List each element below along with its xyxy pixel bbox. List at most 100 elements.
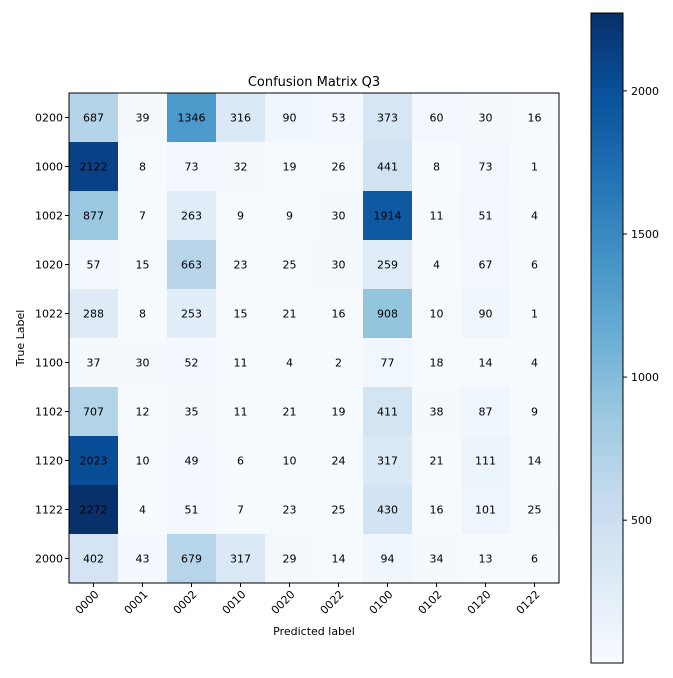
heatmap-cell	[167, 436, 216, 485]
heatmap-cell	[412, 289, 461, 338]
heatmap-cell	[265, 93, 314, 142]
cell-value-label: 679	[181, 553, 202, 566]
heatmap-cell	[363, 534, 412, 583]
cell-value-label: 51	[479, 210, 493, 223]
x-tick-label: 0010	[220, 588, 249, 617]
cell-value-label: 30	[332, 259, 346, 272]
heatmap-cell	[461, 436, 510, 485]
heatmap-cell	[216, 387, 265, 436]
heatmap-cell	[118, 289, 167, 338]
cell-value-label: 32	[234, 161, 248, 174]
cell-value-label: 687	[83, 112, 104, 125]
cell-value-label: 34	[430, 553, 444, 566]
cell-value-label: 90	[479, 308, 493, 321]
cell-value-label: 35	[185, 406, 199, 419]
cell-value-label: 30	[479, 112, 493, 125]
y-tick-label: 0200	[35, 112, 63, 125]
heatmap-cell	[216, 93, 265, 142]
cell-value-label: 21	[283, 406, 297, 419]
cell-value-label: 52	[185, 357, 199, 370]
y-axis-ticks: 0200 1000 1002 1020 1022 1100 1102 1120 1122 2000	[35, 112, 69, 566]
cell-value-label: 43	[136, 553, 150, 566]
heatmap-cell	[363, 240, 412, 289]
cell-value-label: 4	[531, 210, 538, 223]
colorbar-ticks: 500 1000 1500 2000	[623, 85, 659, 527]
heatmap-cell	[510, 485, 559, 534]
y-tick-label: 1000	[35, 161, 63, 174]
heatmap-cell	[216, 240, 265, 289]
heatmap-cell	[412, 485, 461, 534]
heatmap-cell	[216, 289, 265, 338]
cell-value-label: 73	[479, 161, 493, 174]
cell-value-label: 37	[87, 357, 101, 370]
cell-value-label: 38	[430, 406, 444, 419]
heatmap-cell	[265, 534, 314, 583]
heatmap-cell	[314, 534, 363, 583]
cell-value-label: 11	[234, 406, 248, 419]
heatmap-cell	[461, 387, 510, 436]
heatmap-cell	[461, 289, 510, 338]
colorbar	[590, 12, 624, 664]
y-tick-label: 2000	[35, 553, 63, 566]
cell-value-label: 2023	[80, 455, 108, 468]
heatmap-cell	[265, 191, 314, 240]
cell-value-label: 8	[139, 161, 146, 174]
cell-value-label: 25	[283, 259, 297, 272]
heatmap-cell	[510, 338, 559, 387]
cell-value-label: 39	[136, 112, 150, 125]
cell-value-label: 101	[475, 504, 496, 517]
heatmap-cell	[510, 191, 559, 240]
heatmap-cell	[216, 142, 265, 191]
heatmap-cell	[216, 191, 265, 240]
cell-value-label: 8	[433, 161, 440, 174]
cell-value-label: 19	[283, 161, 297, 174]
cell-value-label: 1346	[178, 112, 206, 125]
y-tick-label: 1100	[35, 357, 63, 370]
cell-value-label: 21	[283, 308, 297, 321]
heatmap-cell	[216, 436, 265, 485]
cell-value-label: 94	[381, 553, 395, 566]
colorbar-tick-label: 1500	[631, 228, 659, 241]
cell-value-label: 25	[528, 504, 542, 517]
y-tick-label: 1122	[35, 504, 63, 517]
cell-value-label: 77	[381, 357, 395, 370]
y-tick-label: 1120	[35, 455, 63, 468]
x-axis-ticks: 0000 0001 0002 0010 0020 0022 0100 0102 0120 0122	[73, 583, 543, 617]
cell-value-label: 21	[430, 455, 444, 468]
cell-value-label: 51	[185, 504, 199, 517]
heatmap-cell	[118, 387, 167, 436]
heatmap-cell	[118, 191, 167, 240]
y-tick-label: 1020	[35, 259, 63, 272]
heatmap-cell	[69, 338, 118, 387]
cell-value-label: 908	[377, 308, 398, 321]
heatmap-cell	[265, 289, 314, 338]
heatmap-cell	[363, 142, 412, 191]
cell-value-label: 60	[430, 112, 444, 125]
x-tick-label: 0020	[269, 588, 298, 617]
cell-value-label: 16	[430, 504, 444, 517]
cell-value-label: 288	[83, 308, 104, 321]
cell-value-label: 6	[237, 455, 244, 468]
cell-value-label: 16	[332, 308, 346, 321]
cell-value-label: 14	[528, 455, 542, 468]
cell-value-label: 13	[479, 553, 493, 566]
colorbar-tick-label: 500	[631, 514, 652, 527]
heatmap-cell	[69, 191, 118, 240]
cell-value-label: 7	[139, 210, 146, 223]
x-tick-label: 0002	[171, 588, 200, 617]
heatmap-cell	[363, 338, 412, 387]
x-axis-label: Predicted label	[273, 625, 355, 638]
heatmap-cell	[412, 142, 461, 191]
cell-value-label: 4	[531, 357, 538, 370]
heatmap-cell	[412, 240, 461, 289]
heatmap-cell	[265, 338, 314, 387]
heatmap-cell	[69, 436, 118, 485]
y-tick-label: 1102	[35, 406, 63, 419]
cell-value-label: 6	[531, 259, 538, 272]
heatmap-cell	[461, 534, 510, 583]
cell-value-label: 23	[283, 504, 297, 517]
heatmap-cell	[510, 289, 559, 338]
heatmap-cell	[118, 534, 167, 583]
heatmap-cell	[265, 436, 314, 485]
heatmap-cell	[314, 93, 363, 142]
